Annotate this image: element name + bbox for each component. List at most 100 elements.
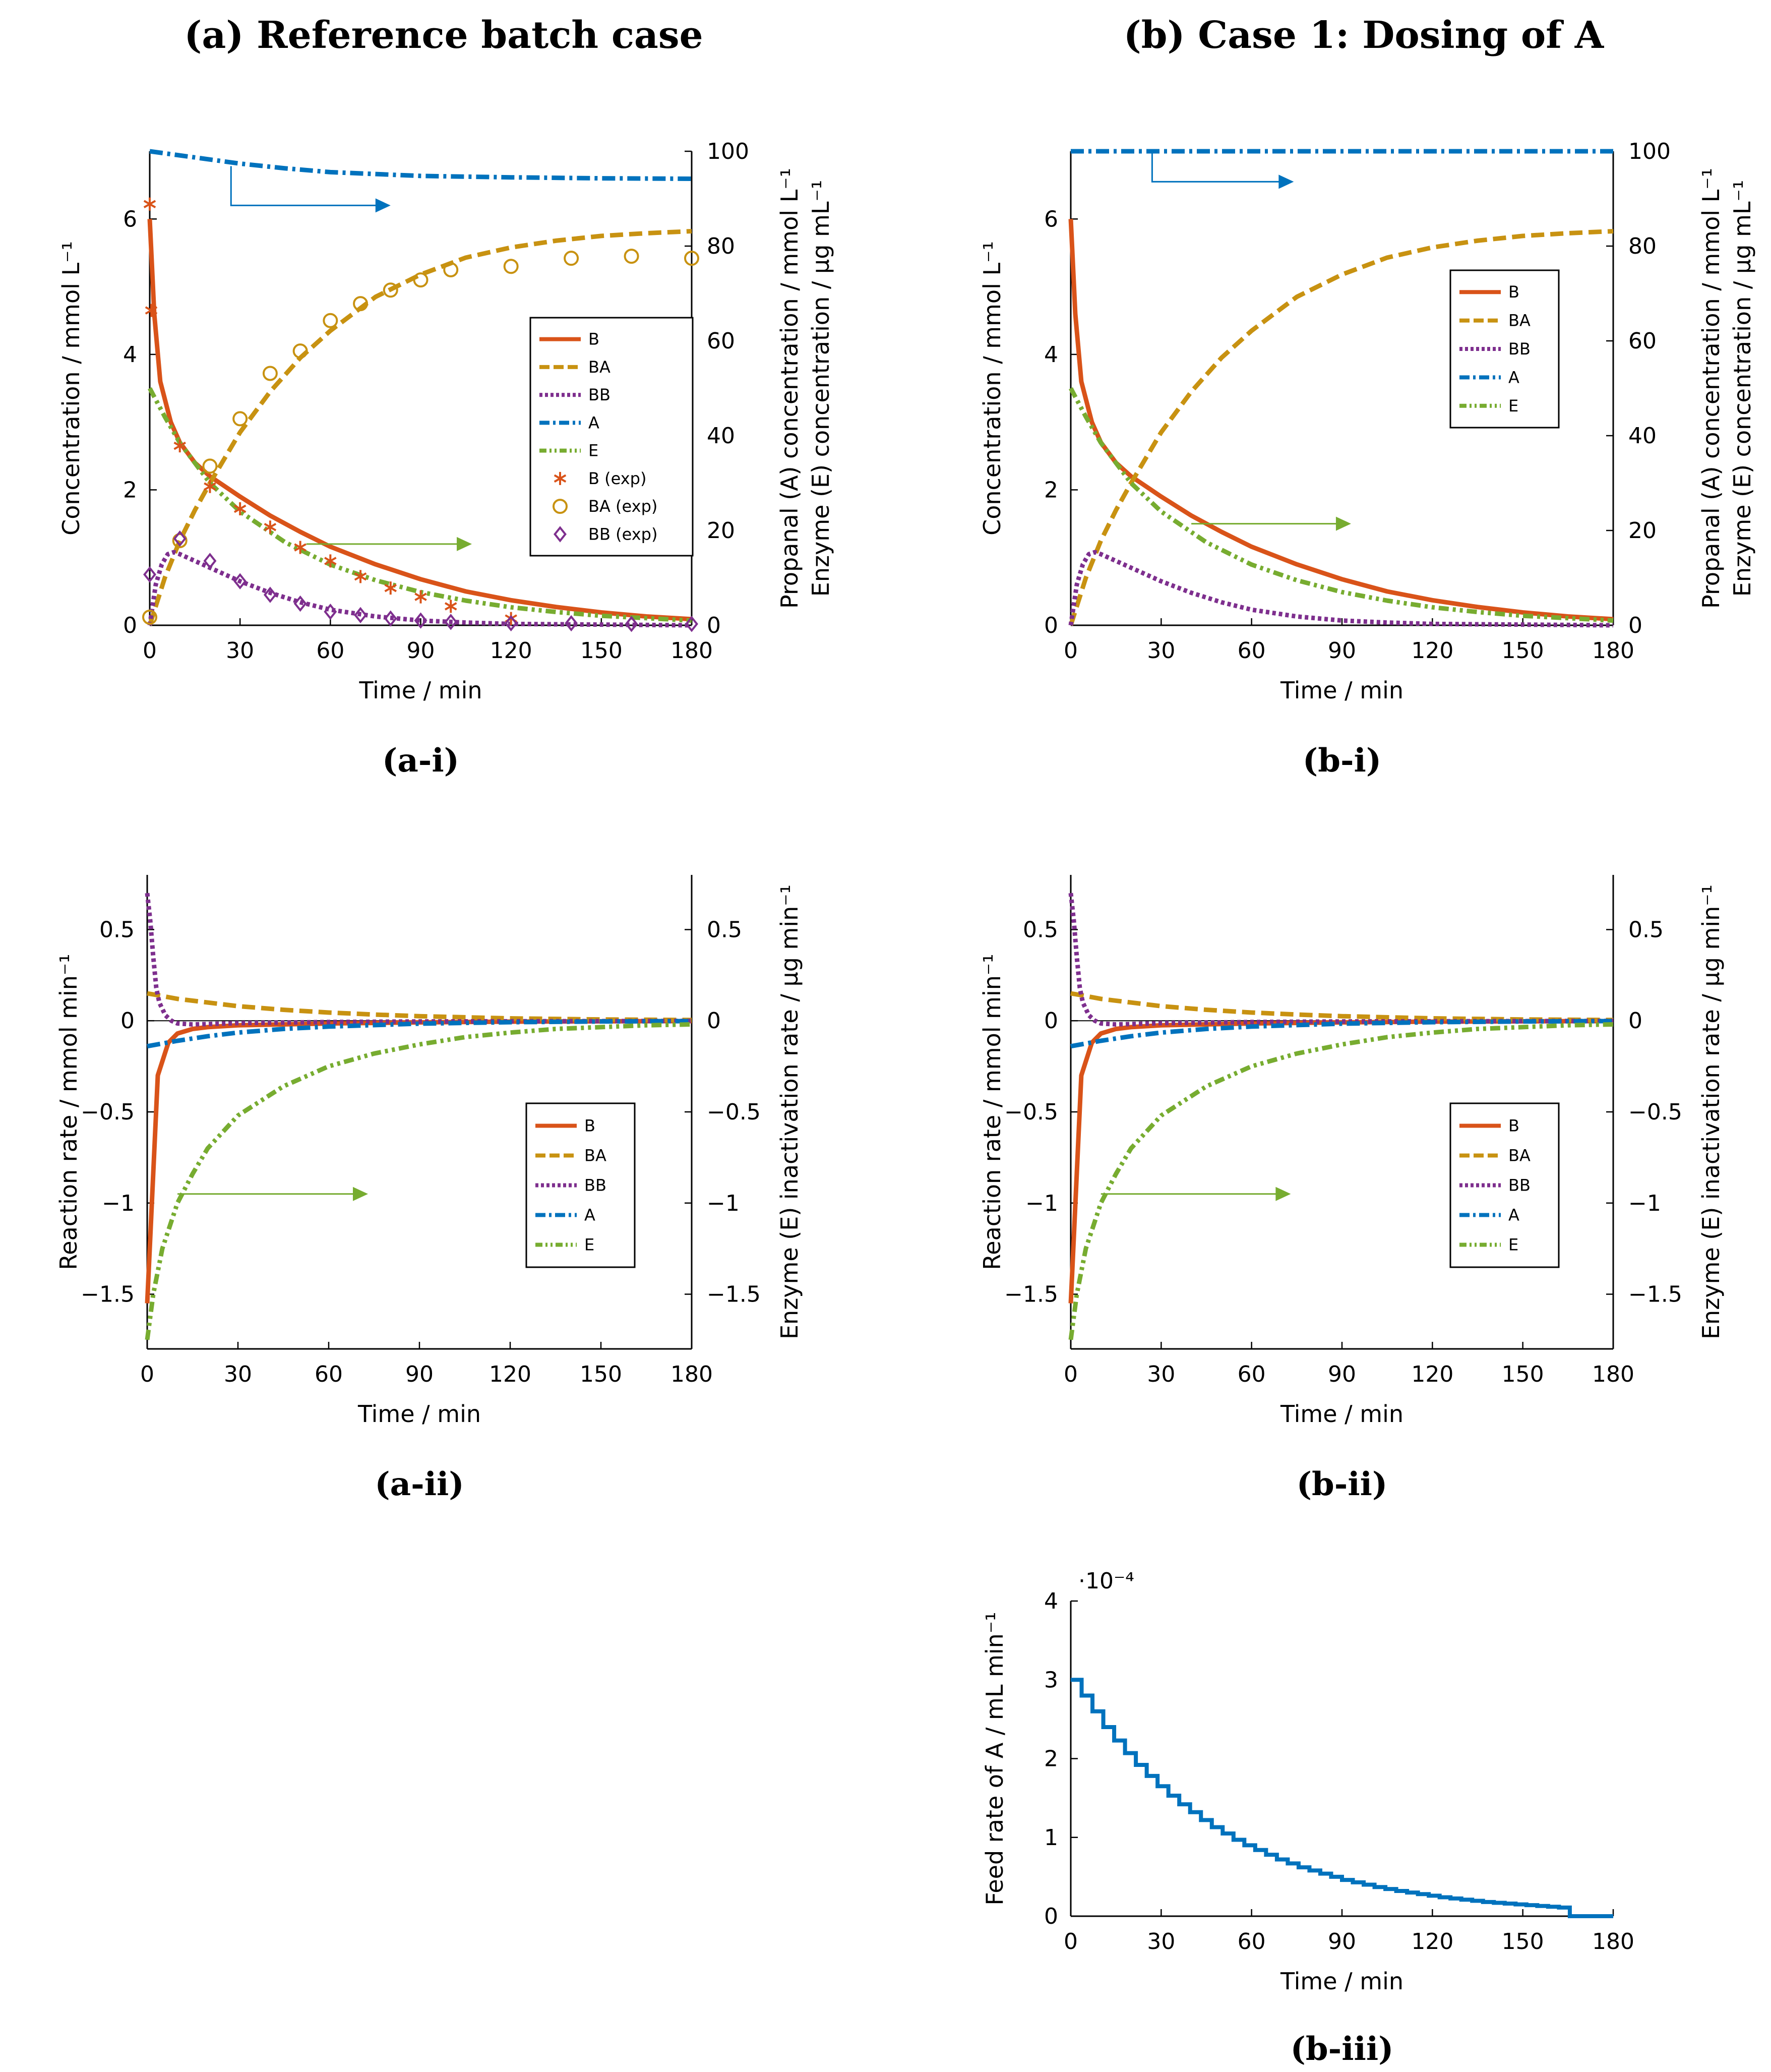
y2-axis-label: Propanal (A) concentration / mmol L⁻¹ <box>776 168 803 609</box>
y-axis-label: Reaction rate / mmol min⁻¹ <box>979 954 1006 1270</box>
subfigure-label: (a-i) <box>382 742 459 780</box>
arrow-head <box>375 198 391 213</box>
x-tick-label: 120 <box>1411 1929 1453 1955</box>
legend-label: E <box>1508 1235 1518 1255</box>
x-tick-label: 90 <box>1328 1361 1356 1387</box>
x-tick-label: 30 <box>1147 1361 1175 1387</box>
data-point <box>172 533 188 549</box>
legend-label: BA <box>1508 1146 1531 1165</box>
x-tick-label: 180 <box>670 638 713 664</box>
y-axis-label: Concentration / mmol L⁻¹ <box>57 241 85 536</box>
column-title-b: (b) Case 1: Dosing of A <box>1124 14 1605 57</box>
x-axis-label: Time / min <box>1280 1400 1403 1428</box>
subfigure-label: (b-iii) <box>1291 2030 1394 2068</box>
data-point <box>324 554 337 568</box>
y-tick-label: 6 <box>123 206 137 232</box>
y-tick-label: 1 <box>1044 1825 1058 1851</box>
x-axis-label: Time / min <box>1280 1968 1403 1995</box>
y2-tick-label: 0 <box>1628 613 1642 638</box>
y2-tick-label: 0 <box>1628 1008 1642 1034</box>
series-b-exp <box>143 197 517 625</box>
y2-tick-label: 0.5 <box>1628 917 1664 942</box>
series-ba <box>1068 228 1614 626</box>
annotation-arrow-a <box>230 166 378 206</box>
x-tick-label: 60 <box>1238 1929 1266 1955</box>
x-tick-label: 0 <box>1064 1929 1078 1955</box>
y2-axis-label: Propanal (A) concentration / mmol L⁻¹ <box>1697 168 1725 609</box>
y-tick-label: 2 <box>1044 477 1058 503</box>
y-tick-label: −1.5 <box>81 1282 135 1308</box>
data-point <box>624 249 639 264</box>
series-ba <box>147 991 692 1023</box>
y-tick-label: 3 <box>1044 1667 1058 1693</box>
x-tick-label: 60 <box>1238 638 1266 664</box>
y-tick-label: 0 <box>1044 1904 1058 1929</box>
x-tick-label: 0 <box>1064 638 1078 664</box>
x-tick-label: 150 <box>1502 1929 1544 1955</box>
data-point <box>143 197 156 211</box>
x-tick-label: 60 <box>316 638 344 664</box>
y-tick-label: −1 <box>102 1191 135 1216</box>
data-point <box>353 296 369 312</box>
data-point <box>173 439 186 453</box>
x-tick-label: 90 <box>407 638 435 664</box>
series-e <box>1069 387 1614 623</box>
y2-tick-label: 60 <box>1628 328 1657 354</box>
y-axis-label: Concentration / mmol L⁻¹ <box>979 241 1006 536</box>
series-e <box>148 387 692 623</box>
series-a <box>1070 1019 1614 1049</box>
legend-marker <box>554 471 567 485</box>
series-feed-rate-of-a <box>1071 1678 1613 1918</box>
data-point <box>444 614 458 630</box>
y-tick-label: 0 <box>1044 613 1058 638</box>
x-tick-label: 60 <box>1238 1361 1266 1387</box>
data-point <box>414 590 427 604</box>
chart-b-ii: 0 30 60 90 120 150 180 −1.5 −1 −0.5 0 0.5 −1.5 −1 −0.5… <box>979 875 1725 1503</box>
chart-b-iii: 0 30 60 90 120 150 180 0 1 2 3 4 Time / min Feed rate… <box>981 1568 1634 2068</box>
legend-label: A <box>1508 1206 1519 1225</box>
series-b <box>147 219 692 622</box>
column-title-a: (a) Reference batch case <box>184 14 703 57</box>
y2-tick-label: −0.5 <box>1628 1099 1682 1125</box>
data-point <box>204 480 216 493</box>
data-point <box>262 366 278 381</box>
x-tick-label: 0 <box>1064 1361 1078 1387</box>
y-tick-label: 2 <box>123 477 137 503</box>
data-point <box>173 530 187 547</box>
y2-tick-label: −1 <box>707 1191 740 1216</box>
y2-tick-label: 0 <box>707 1008 721 1034</box>
data-point <box>354 570 367 583</box>
y-tick-label: 0 <box>120 1008 135 1034</box>
legend-box <box>525 1102 636 1268</box>
chart-a-ii: 0 30 60 90 120 150 180 −1.5 −1 −0.5 0 0.5 −1.5 −1 −0.5… <box>55 875 803 1503</box>
x-axis-label: Time / min <box>357 1400 481 1428</box>
y2-tick-label: 40 <box>707 423 735 449</box>
x-tick-label: 120 <box>1411 1361 1453 1387</box>
data-point <box>142 609 157 625</box>
y-tick-label: −1 <box>1025 1191 1058 1216</box>
y-axis-label: Reaction rate / mmol min⁻¹ <box>55 954 82 1270</box>
legend-marker <box>553 499 568 514</box>
data-point <box>233 573 247 589</box>
data-point <box>293 595 307 612</box>
x-tick-label: 30 <box>224 1361 252 1387</box>
legend-box <box>1449 1102 1560 1268</box>
y2-axis-label: Enzyme (E) concentration / µg mL⁻¹ <box>807 180 834 597</box>
data-point <box>232 411 248 427</box>
arrow-head <box>1278 174 1294 189</box>
legend-label: BA <box>584 1146 606 1165</box>
series-ba <box>1070 991 1614 1023</box>
x-tick-label: 0 <box>143 638 157 664</box>
legend-label: B <box>1508 1116 1519 1136</box>
data-point <box>324 603 337 620</box>
y2-tick-label: 80 <box>707 233 735 259</box>
legend-label: B <box>588 330 599 349</box>
x-tick-label: 90 <box>1328 638 1356 664</box>
y-tick-label: 0.5 <box>99 917 135 942</box>
data-point <box>143 566 156 583</box>
legend-label: A <box>588 413 599 432</box>
y2-tick-label: −1.5 <box>707 1282 761 1308</box>
